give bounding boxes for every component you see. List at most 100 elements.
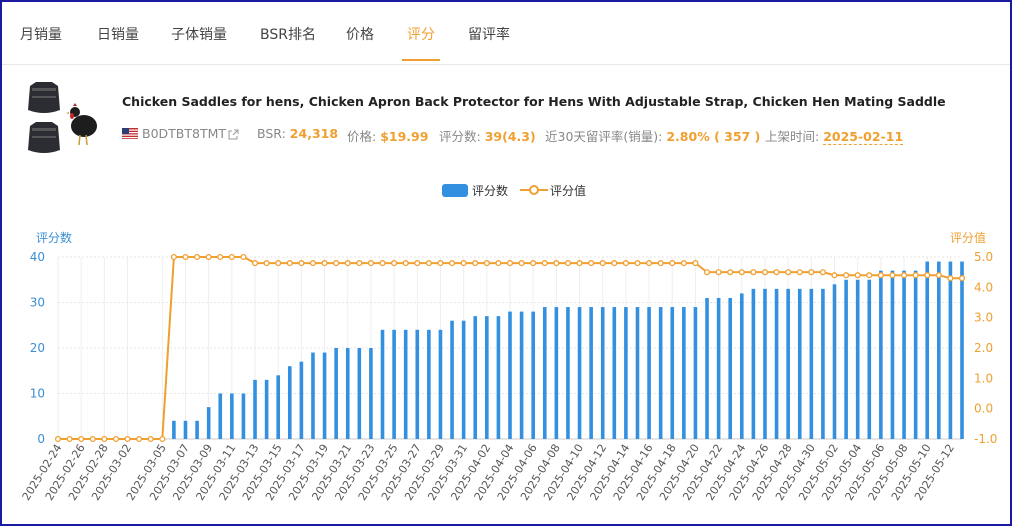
point-rating-value: [518, 260, 525, 267]
point-rating-value: [924, 272, 931, 279]
price-value: $19.99: [380, 129, 429, 144]
bar-rating-count: [635, 307, 640, 439]
point-rating-value: [391, 260, 398, 267]
review-rate-info: 近30天留评率(销量): 2.80% ( 357 ): [545, 126, 760, 145]
bar-rating-count: [566, 307, 570, 439]
point-rating-value: [495, 260, 502, 267]
point-rating-value: [889, 272, 896, 279]
bar-rating-count: [206, 407, 211, 439]
left-axis-tick-label: 30: [30, 296, 45, 310]
bar-rating-count: [867, 279, 872, 439]
hen-image: [66, 103, 97, 146]
point-rating-value: [159, 435, 166, 443]
point-rating-value: [761, 269, 769, 276]
bar-rating-count: [450, 320, 454, 439]
point-rating-value: [576, 260, 583, 267]
tab-bsr-rank[interactable]: BSR排名: [260, 27, 316, 43]
tab-variant-sales[interactable]: 子体销量: [171, 27, 227, 43]
bar-rating-count: [172, 420, 176, 439]
product-title[interactable]: Chicken Saddles for hens, Chicken Apron …: [122, 94, 946, 109]
right-axis-tick-label: 3.0: [974, 311, 993, 325]
right-axis-title: 评分值: [950, 231, 987, 245]
point-rating-value: [170, 253, 177, 261]
point-rating-value: [472, 260, 479, 267]
tab-bar: 月销量 日销量 子体销量 BSR排名 价格 评分 留评率: [2, 2, 1010, 65]
point-rating-value: [530, 260, 537, 267]
right-axis-tick-label: -1.0: [974, 432, 997, 446]
point-rating-value: [947, 275, 954, 282]
bar-rating-count: [844, 279, 848, 439]
legend-label-count: 评分数: [472, 184, 509, 198]
left-axis-tick-label: 20: [30, 341, 45, 355]
legend-label-rating: 评分值: [550, 184, 587, 198]
bar-rating-count: [832, 284, 837, 439]
bar-rating-count: [739, 293, 744, 439]
point-rating-value: [912, 272, 919, 279]
bar-rating-count: [403, 329, 408, 439]
bar-rating-count: [264, 379, 269, 439]
legend-item-count[interactable]: 评分数: [442, 182, 508, 199]
point-rating-value: [935, 272, 942, 279]
point-rating-value: [773, 269, 780, 276]
bar-rating-count: [821, 288, 825, 439]
point-rating-value: [136, 435, 143, 443]
bar-rating-count: [473, 316, 478, 439]
point-rating-value: [321, 260, 328, 267]
right-axis-tick-label: 2.0: [974, 341, 993, 355]
bar-rating-count: [797, 288, 802, 439]
active-tab-indicator: [402, 59, 440, 61]
bar-rating-count: [913, 270, 918, 439]
point-rating-value: [634, 260, 641, 267]
bar-rating-count: [230, 393, 234, 439]
launch-date-label: 上架时间:: [765, 129, 820, 144]
bar-rating-count: [670, 307, 675, 439]
point-rating-value: [703, 269, 711, 276]
point-rating-value: [182, 253, 189, 261]
bar-rating-count: [485, 316, 489, 439]
point-rating-value: [460, 260, 467, 267]
point-rating-value: [680, 260, 687, 267]
price-info: 价格: $19.99: [347, 126, 428, 145]
rating-info: 评分数: 39(4.3): [439, 126, 536, 145]
point-rating-value: [854, 272, 861, 279]
external-link-icon[interactable]: [228, 129, 239, 140]
point-rating-value: [379, 260, 386, 267]
tab-monthly-sales[interactable]: 月销量: [20, 27, 62, 43]
bar-rating-count: [415, 329, 420, 439]
bar-rating-count: [763, 288, 767, 439]
bar-rating-count: [948, 261, 953, 439]
bar-rating-count: [705, 297, 709, 439]
product-thumbnail-2[interactable]: [24, 120, 64, 156]
bar-rating-count: [925, 261, 930, 439]
review-rate-value: 2.80% ( 357 ): [666, 129, 761, 144]
bar-rating-count: [902, 270, 906, 439]
point-rating-value: [727, 269, 734, 276]
point-rating-value: [599, 260, 606, 267]
point-rating-value: [205, 253, 212, 261]
launch-date-value[interactable]: 2025-02-11: [823, 129, 904, 145]
point-rating-value: [506, 260, 514, 267]
point-rating-value: [414, 260, 421, 267]
left-axis-tick-label: 10: [30, 387, 45, 401]
bar-rating-count: [577, 307, 582, 439]
bar-rating-count: [253, 379, 257, 439]
point-rating-value: [611, 260, 618, 267]
right-axis-tick-label: 4.0: [974, 280, 993, 294]
bar-rating-count: [728, 297, 733, 439]
bar-rating-count: [855, 279, 860, 439]
tab-rating[interactable]: 评分: [407, 27, 435, 43]
bar-rating-count: [334, 348, 338, 439]
tab-review-rate[interactable]: 留评率: [468, 27, 510, 43]
point-rating-value: [541, 260, 548, 267]
tab-price[interactable]: 价格: [346, 27, 374, 43]
bar-rating-count: [531, 311, 535, 439]
point-rating-value: [588, 260, 595, 267]
bar-rating-count: [542, 307, 547, 439]
tab-daily-sales[interactable]: 日销量: [97, 27, 139, 43]
product-thumbnail-1[interactable]: [24, 80, 64, 116]
asin-link[interactable]: B0DTBT8TMT: [142, 126, 227, 141]
legend-item-rating[interactable]: 评分值: [520, 182, 586, 199]
point-rating-value: [356, 260, 363, 267]
bar-rating-count: [345, 348, 350, 439]
